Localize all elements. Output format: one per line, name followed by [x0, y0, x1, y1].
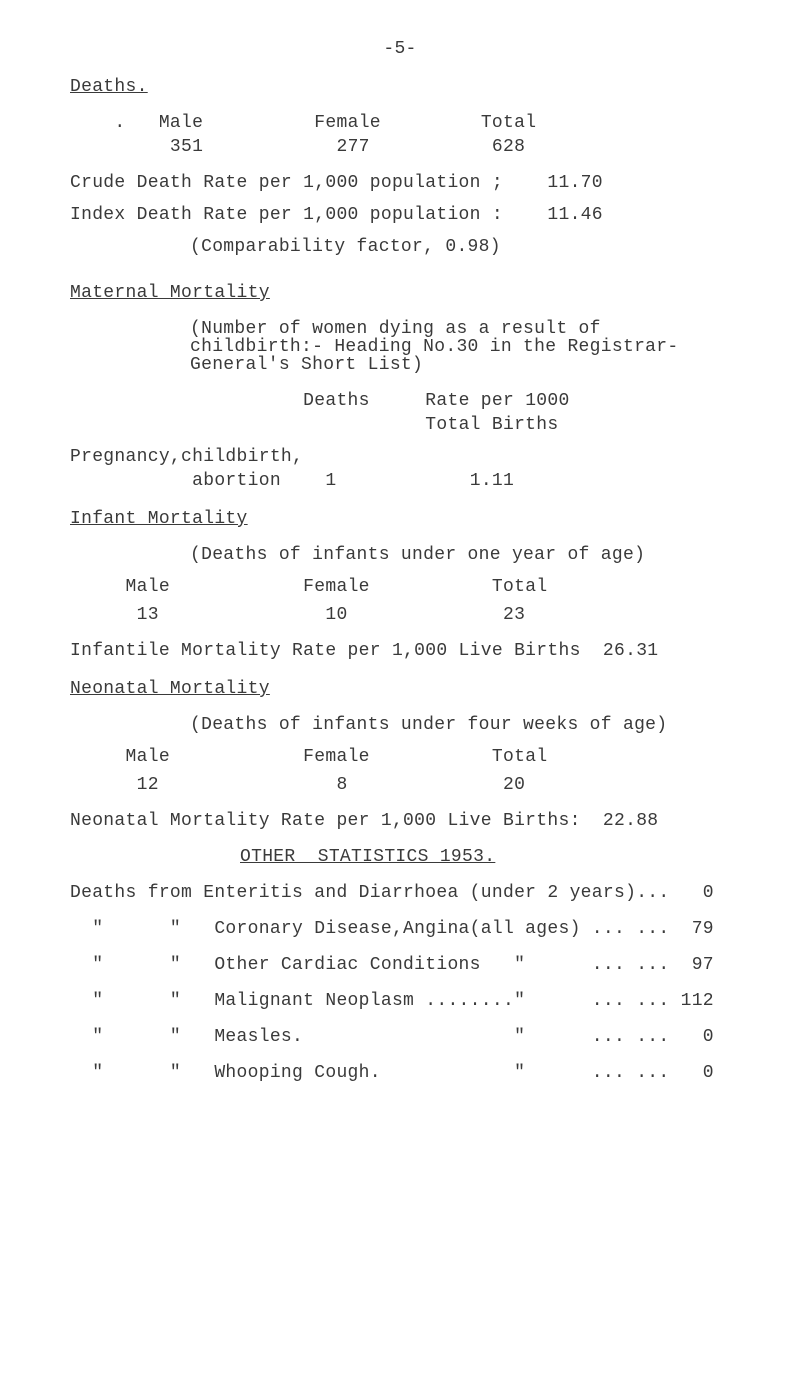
neonatal-heading: Neonatal Mortality: [70, 680, 730, 698]
pregnancy-row1: Pregnancy,childbirth,: [70, 448, 730, 466]
deaths-header-row: . Male Female Total: [70, 114, 730, 132]
col-total: Total: [492, 747, 548, 767]
deaths-values-row: 351 277 628: [70, 138, 730, 156]
col-rate: Rate per 1000: [425, 391, 569, 411]
infant-heading: Infant Mortality: [70, 510, 730, 528]
col-female: Female: [314, 113, 381, 133]
pregnancy-row2: abortion 1 1.11: [70, 472, 730, 490]
col-male: Male: [126, 577, 170, 597]
page-number: -5-: [70, 40, 730, 58]
maternal-heading: Maternal Mortality: [70, 284, 730, 302]
stats-row-1: " " Coronary Disease,Angina(all ages) ..…: [70, 920, 730, 938]
abortion-label: abortion: [192, 471, 281, 491]
comparability-line: (Comparability factor, 0.98): [190, 238, 730, 256]
col-total: Total: [481, 113, 537, 133]
val-total: 628: [492, 137, 525, 157]
other-stats-heading: OTHER STATISTICS 1953.: [240, 848, 730, 866]
col-female: Female: [303, 747, 370, 767]
col-deaths: Deaths: [303, 391, 370, 411]
val-male: 351: [170, 137, 203, 157]
val-total: 20: [503, 775, 525, 795]
col-rate2: Total Births: [425, 415, 558, 435]
neonatal-para: (Deaths of infants under four weeks of a…: [190, 716, 730, 734]
neonatal-header-row: Male Female Total: [70, 748, 730, 766]
val-female: 10: [325, 605, 347, 625]
neonatal-rate-line: Neonatal Mortality Rate per 1,000 Live B…: [70, 812, 730, 830]
col-total: Total: [492, 577, 548, 597]
neonatal-values-row: 12 8 20: [70, 776, 730, 794]
col-male: Male: [126, 747, 170, 767]
stats-row-4: " " Measles. " ... ... 0: [70, 1028, 730, 1046]
crude-rate-line: Crude Death Rate per 1,000 population ; …: [70, 174, 730, 192]
deaths-heading: Deaths.: [70, 78, 730, 96]
val-male: 13: [137, 605, 159, 625]
abortion-deaths: 1: [325, 471, 336, 491]
maternal-col-head2: Total Births: [70, 416, 730, 434]
stats-row-3: " " Malignant Neoplasm ........" ... ...…: [70, 992, 730, 1010]
index-rate-line: Index Death Rate per 1,000 population : …: [70, 206, 730, 224]
maternal-col-head: Deaths Rate per 1000: [70, 392, 730, 410]
infant-values-row: 13 10 23: [70, 606, 730, 624]
infant-header-row: Male Female Total: [70, 578, 730, 596]
infantile-rate-line: Infantile Mortality Rate per 1,000 Live …: [70, 642, 730, 660]
val-male: 12: [137, 775, 159, 795]
col-female: Female: [303, 577, 370, 597]
val-female: 277: [336, 137, 369, 157]
maternal-para: (Number of women dying as a result of ch…: [190, 320, 710, 374]
val-female: 8: [336, 775, 347, 795]
infant-para: (Deaths of infants under one year of age…: [190, 546, 730, 564]
stats-row-2: " " Other Cardiac Conditions " ... ... 9…: [70, 956, 730, 974]
abortion-rate: 1.11: [470, 471, 514, 491]
val-total: 23: [503, 605, 525, 625]
col-male: Male: [159, 113, 203, 133]
stats-row-0: Deaths from Enteritis and Diarrhoea (und…: [70, 884, 730, 902]
stats-row-5: " " Whooping Cough. " ... ... 0: [70, 1064, 730, 1082]
